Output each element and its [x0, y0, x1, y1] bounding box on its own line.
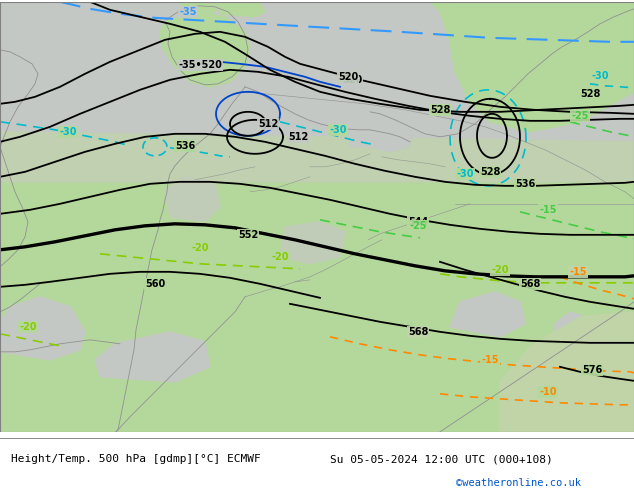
Text: -35•520: -35•520 [178, 60, 222, 70]
Text: 520: 520 [338, 72, 358, 82]
Polygon shape [350, 117, 415, 152]
Text: 568: 568 [408, 327, 428, 337]
Polygon shape [180, 2, 220, 17]
Text: 520: 520 [342, 75, 362, 85]
Text: 512: 512 [258, 119, 278, 129]
Text: 528: 528 [580, 89, 600, 99]
Text: -20: -20 [491, 265, 508, 275]
Text: 568: 568 [520, 279, 540, 289]
Polygon shape [0, 132, 634, 182]
Polygon shape [160, 12, 250, 87]
Text: -30: -30 [59, 127, 77, 137]
Text: 528: 528 [430, 105, 450, 115]
Text: 512: 512 [288, 132, 308, 142]
Text: 560: 560 [145, 279, 165, 289]
Text: 536: 536 [515, 179, 535, 189]
Text: 552: 552 [238, 230, 258, 240]
Polygon shape [450, 292, 525, 337]
Text: 544: 544 [408, 217, 428, 227]
Polygon shape [0, 2, 634, 182]
Polygon shape [500, 312, 634, 432]
Polygon shape [430, 2, 634, 132]
Polygon shape [165, 177, 220, 222]
Text: Height/Temp. 500 hPa [gdmp][°C] ECMWF: Height/Temp. 500 hPa [gdmp][°C] ECMWF [11, 454, 261, 464]
Text: -30: -30 [329, 125, 347, 135]
Text: -15: -15 [540, 205, 557, 215]
Text: -20: -20 [191, 243, 209, 253]
Text: -30: -30 [592, 71, 609, 81]
Polygon shape [0, 297, 85, 360]
Text: -25: -25 [410, 221, 427, 231]
Text: -15: -15 [569, 267, 586, 277]
Polygon shape [365, 117, 415, 152]
Text: -35: -35 [179, 7, 197, 17]
Text: -20: -20 [19, 322, 37, 332]
Text: 528: 528 [480, 167, 500, 177]
Text: 576: 576 [582, 365, 602, 375]
Text: ©weatheronline.co.uk: ©weatheronline.co.uk [456, 478, 581, 488]
Text: Su 05-05-2024 12:00 UTC (000+108): Su 05-05-2024 12:00 UTC (000+108) [330, 454, 552, 464]
Polygon shape [95, 332, 210, 382]
Polygon shape [0, 177, 634, 432]
Text: -10: -10 [540, 387, 557, 397]
Text: -15: -15 [481, 355, 499, 365]
Polygon shape [555, 312, 590, 364]
Polygon shape [280, 222, 345, 264]
Polygon shape [220, 2, 265, 17]
Text: -20: -20 [271, 252, 288, 262]
Text: -25: -25 [571, 111, 589, 121]
Text: 536: 536 [175, 141, 195, 151]
Text: -30: -30 [456, 169, 474, 179]
